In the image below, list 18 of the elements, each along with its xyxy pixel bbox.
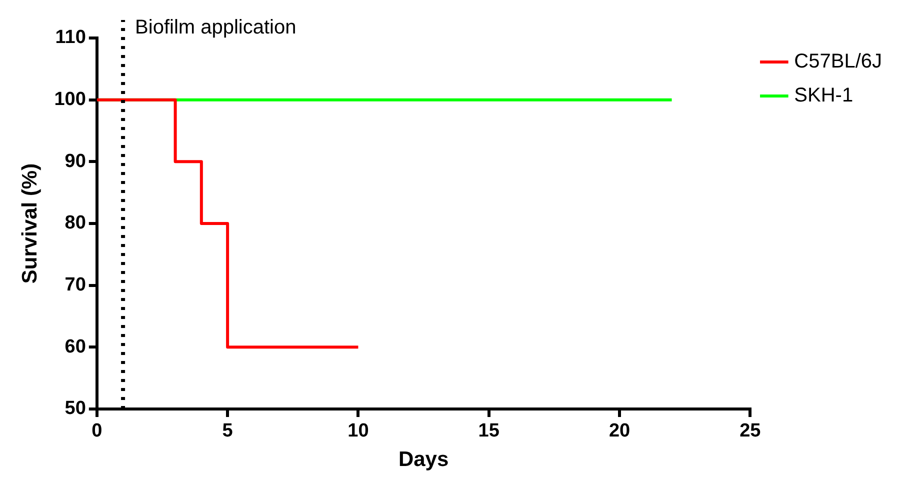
y-tick-label: 50 <box>64 398 86 420</box>
x-axis-title: Days <box>398 448 449 472</box>
y-tick-label: 100 <box>54 89 86 110</box>
y-tick-label: 90 <box>64 150 86 172</box>
x-tick-label: 25 <box>740 420 762 442</box>
y-tick-label: 80 <box>64 212 86 234</box>
ref-line-label: Biofilm application <box>135 16 296 39</box>
x-tick-label: 0 <box>92 420 102 442</box>
x-tick-label: 5 <box>222 420 234 442</box>
y-tick-label: 110 <box>55 27 86 48</box>
legend-label: C57BL/6J <box>794 50 882 73</box>
legend-label: SKH-1 <box>794 84 854 107</box>
x-tick-label: 15 <box>478 420 500 442</box>
y-tick-label: 60 <box>64 336 86 358</box>
x-tick-label: 20 <box>608 420 630 442</box>
y-tick-label: 70 <box>64 274 86 296</box>
x-tick-label: 10 <box>348 420 369 442</box>
y-axis-title: Survival (%) <box>18 163 42 284</box>
